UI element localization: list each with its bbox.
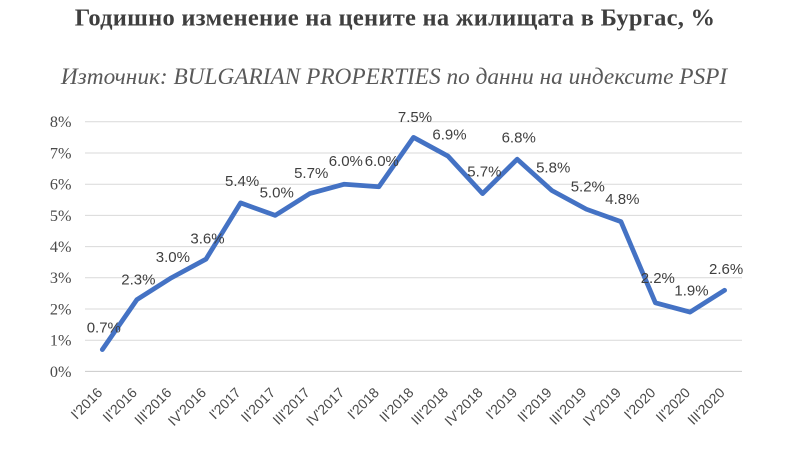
- svg-text:0%: 0%: [50, 363, 72, 381]
- svg-text:7%: 7%: [50, 144, 72, 162]
- svg-text:6.0%: 6.0%: [329, 153, 363, 170]
- svg-text:I'2019: I'2019: [482, 384, 520, 422]
- svg-text:III'2020: III'2020: [684, 384, 728, 428]
- svg-text:5.8%: 5.8%: [536, 160, 570, 177]
- svg-text:8%: 8%: [50, 113, 72, 131]
- svg-text:0.7%: 0.7%: [87, 319, 121, 336]
- svg-text:3%: 3%: [50, 269, 72, 287]
- svg-text:IV'2017: IV'2017: [303, 384, 348, 429]
- svg-text:6.9%: 6.9%: [432, 127, 466, 144]
- svg-text:I'2017: I'2017: [206, 384, 244, 422]
- svg-text:I'2016: I'2016: [67, 384, 105, 422]
- svg-text:Годишно изменение на цените на: Годишно изменение на цените на жилищата …: [75, 5, 716, 32]
- svg-text:4.8%: 4.8%: [605, 191, 639, 208]
- svg-text:5.2%: 5.2%: [571, 179, 605, 196]
- svg-text:5%: 5%: [50, 207, 72, 225]
- svg-text:I'2018: I'2018: [344, 384, 382, 422]
- svg-text:5.7%: 5.7%: [467, 164, 501, 181]
- svg-text:IV'2018: IV'2018: [441, 384, 486, 429]
- svg-text:7.5%: 7.5%: [398, 109, 432, 126]
- svg-text:I'2020: I'2020: [621, 384, 659, 422]
- svg-text:5.4%: 5.4%: [225, 173, 259, 190]
- svg-text:2%: 2%: [50, 300, 72, 318]
- svg-text:IV'2016: IV'2016: [165, 384, 210, 429]
- svg-text:IV'2019: IV'2019: [579, 384, 624, 429]
- svg-text:6.0%: 6.0%: [365, 153, 399, 170]
- svg-text:5.0%: 5.0%: [260, 185, 294, 202]
- svg-text:3.6%: 3.6%: [190, 231, 224, 248]
- svg-text:2.2%: 2.2%: [641, 270, 675, 287]
- svg-text:6%: 6%: [50, 176, 72, 194]
- svg-text:Източник: BULGARIAN PROPERTIES: Източник: BULGARIAN PROPERTIES по данни …: [60, 64, 729, 90]
- svg-text:2.6%: 2.6%: [709, 261, 743, 278]
- svg-text:4%: 4%: [50, 238, 72, 256]
- svg-text:3.0%: 3.0%: [156, 249, 190, 266]
- svg-text:1%: 1%: [50, 332, 72, 350]
- svg-text:1.9%: 1.9%: [674, 283, 708, 300]
- svg-text:5.7%: 5.7%: [294, 165, 328, 182]
- svg-text:6.8%: 6.8%: [502, 130, 536, 147]
- svg-text:2.3%: 2.3%: [121, 271, 155, 288]
